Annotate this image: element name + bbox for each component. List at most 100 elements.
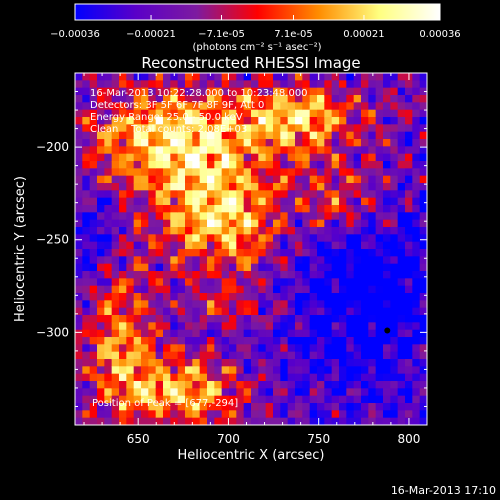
heatmap-cell [207, 212, 215, 221]
heatmap-cell [192, 109, 201, 118]
heatmap-cell [368, 351, 377, 360]
heatmap-cell [339, 219, 347, 228]
heatmap-cell [346, 161, 355, 169]
heatmap-cell [265, 381, 274, 389]
heatmap-cell [133, 249, 142, 257]
heatmap-cell [368, 329, 377, 338]
heatmap-cell [199, 388, 208, 397]
heatmap-cell [302, 344, 311, 353]
heatmap-cell [331, 263, 340, 272]
heatmap-cell [265, 80, 274, 89]
heatmap-cell [390, 95, 399, 103]
heatmap-cell [419, 337, 427, 345]
heatmap-cell [243, 403, 252, 411]
heatmap-cell [405, 337, 413, 345]
heatmap-cell [309, 190, 318, 199]
heatmap-cell [133, 146, 142, 155]
heatmap-cell [148, 359, 157, 367]
heatmap-cell [207, 359, 215, 367]
heatmap-cell [273, 351, 281, 360]
heatmap-cell [170, 395, 179, 404]
heatmap-cell [419, 168, 427, 177]
heatmap-cell [375, 337, 384, 345]
heatmap-cell [163, 388, 171, 397]
heatmap-cell [324, 278, 333, 287]
heatmap-cell [390, 146, 399, 155]
heatmap-cell [155, 300, 164, 309]
heatmap-cell [405, 131, 413, 140]
heatmap-cell [273, 366, 281, 375]
heatmap-cell [170, 234, 179, 243]
heatmap-cell [141, 373, 149, 382]
heatmap-cell [331, 109, 340, 118]
heatmap-cell [221, 249, 230, 257]
heatmap-cell [405, 139, 413, 147]
heatmap-cell [236, 80, 245, 89]
heatmap-cell [148, 212, 157, 221]
heatmap-cell [317, 337, 325, 345]
heatmap-cell [302, 102, 311, 111]
heatmap-cell [214, 256, 223, 265]
heatmap-cell [331, 351, 340, 360]
heatmap-cell [251, 124, 259, 133]
heatmap-cell [339, 139, 347, 147]
heatmap-cell [199, 109, 208, 118]
heatmap-cell [104, 87, 113, 96]
heatmap-cell [148, 263, 157, 272]
heatmap-cell [229, 344, 237, 353]
heatmap-cell [324, 102, 333, 111]
colorbar-tick-label: −0.00021 [126, 29, 176, 40]
heatmap-cell [192, 307, 201, 316]
colorbar-tick-label: −7.1e-05 [198, 29, 245, 40]
heatmap-cell [214, 175, 223, 184]
heatmap-cell [126, 234, 135, 243]
heatmap-cell [368, 381, 377, 389]
heatmap-cell [368, 241, 377, 250]
heatmap-cell [295, 315, 303, 323]
heatmap-cell [346, 153, 355, 162]
heatmap-cell [280, 293, 289, 301]
heatmap-cell [192, 381, 201, 389]
heatmap-cell [163, 403, 171, 411]
heatmap-cell [273, 87, 281, 96]
heatmap-cell [243, 146, 252, 155]
heatmap-cell [375, 102, 384, 111]
x-tick-label: 650 [127, 432, 150, 446]
heatmap-cell [412, 395, 421, 404]
heatmap-cell [412, 73, 421, 81]
heatmap-cell [331, 300, 340, 309]
heatmap-cell [163, 190, 171, 199]
heatmap-cell [353, 131, 362, 140]
heatmap-cell [207, 139, 215, 147]
heatmap-cell [309, 212, 318, 221]
heatmap-cell [185, 73, 193, 81]
heatmap-cell [280, 80, 289, 89]
heatmap-cell [126, 109, 135, 118]
heatmap-cell [251, 307, 259, 316]
heatmap-cell [324, 388, 333, 397]
heatmap-cell [82, 359, 91, 367]
heatmap-cell [75, 234, 83, 243]
heatmap-cell [141, 161, 149, 169]
heatmap-cell [141, 322, 149, 331]
heatmap-cell [339, 417, 347, 425]
heatmap-cell [280, 146, 289, 155]
heatmap-cell [397, 322, 406, 331]
heatmap-cell [236, 117, 245, 125]
heatmap-cell [163, 373, 171, 382]
heatmap-cell [390, 190, 399, 199]
heatmap-cell [419, 131, 427, 140]
heatmap-cell [251, 300, 259, 309]
heatmap-cell [97, 293, 105, 301]
heatmap-cell [229, 87, 237, 96]
heatmap-cell [221, 227, 230, 235]
heatmap-cell [273, 73, 281, 81]
heatmap-cell [133, 307, 142, 316]
heatmap-cell [75, 175, 83, 184]
heatmap-cell [397, 161, 406, 169]
heatmap-cell [89, 249, 98, 257]
heatmap-cell [111, 300, 120, 309]
heatmap-cell [111, 263, 120, 272]
heatmap-cell [148, 256, 157, 265]
